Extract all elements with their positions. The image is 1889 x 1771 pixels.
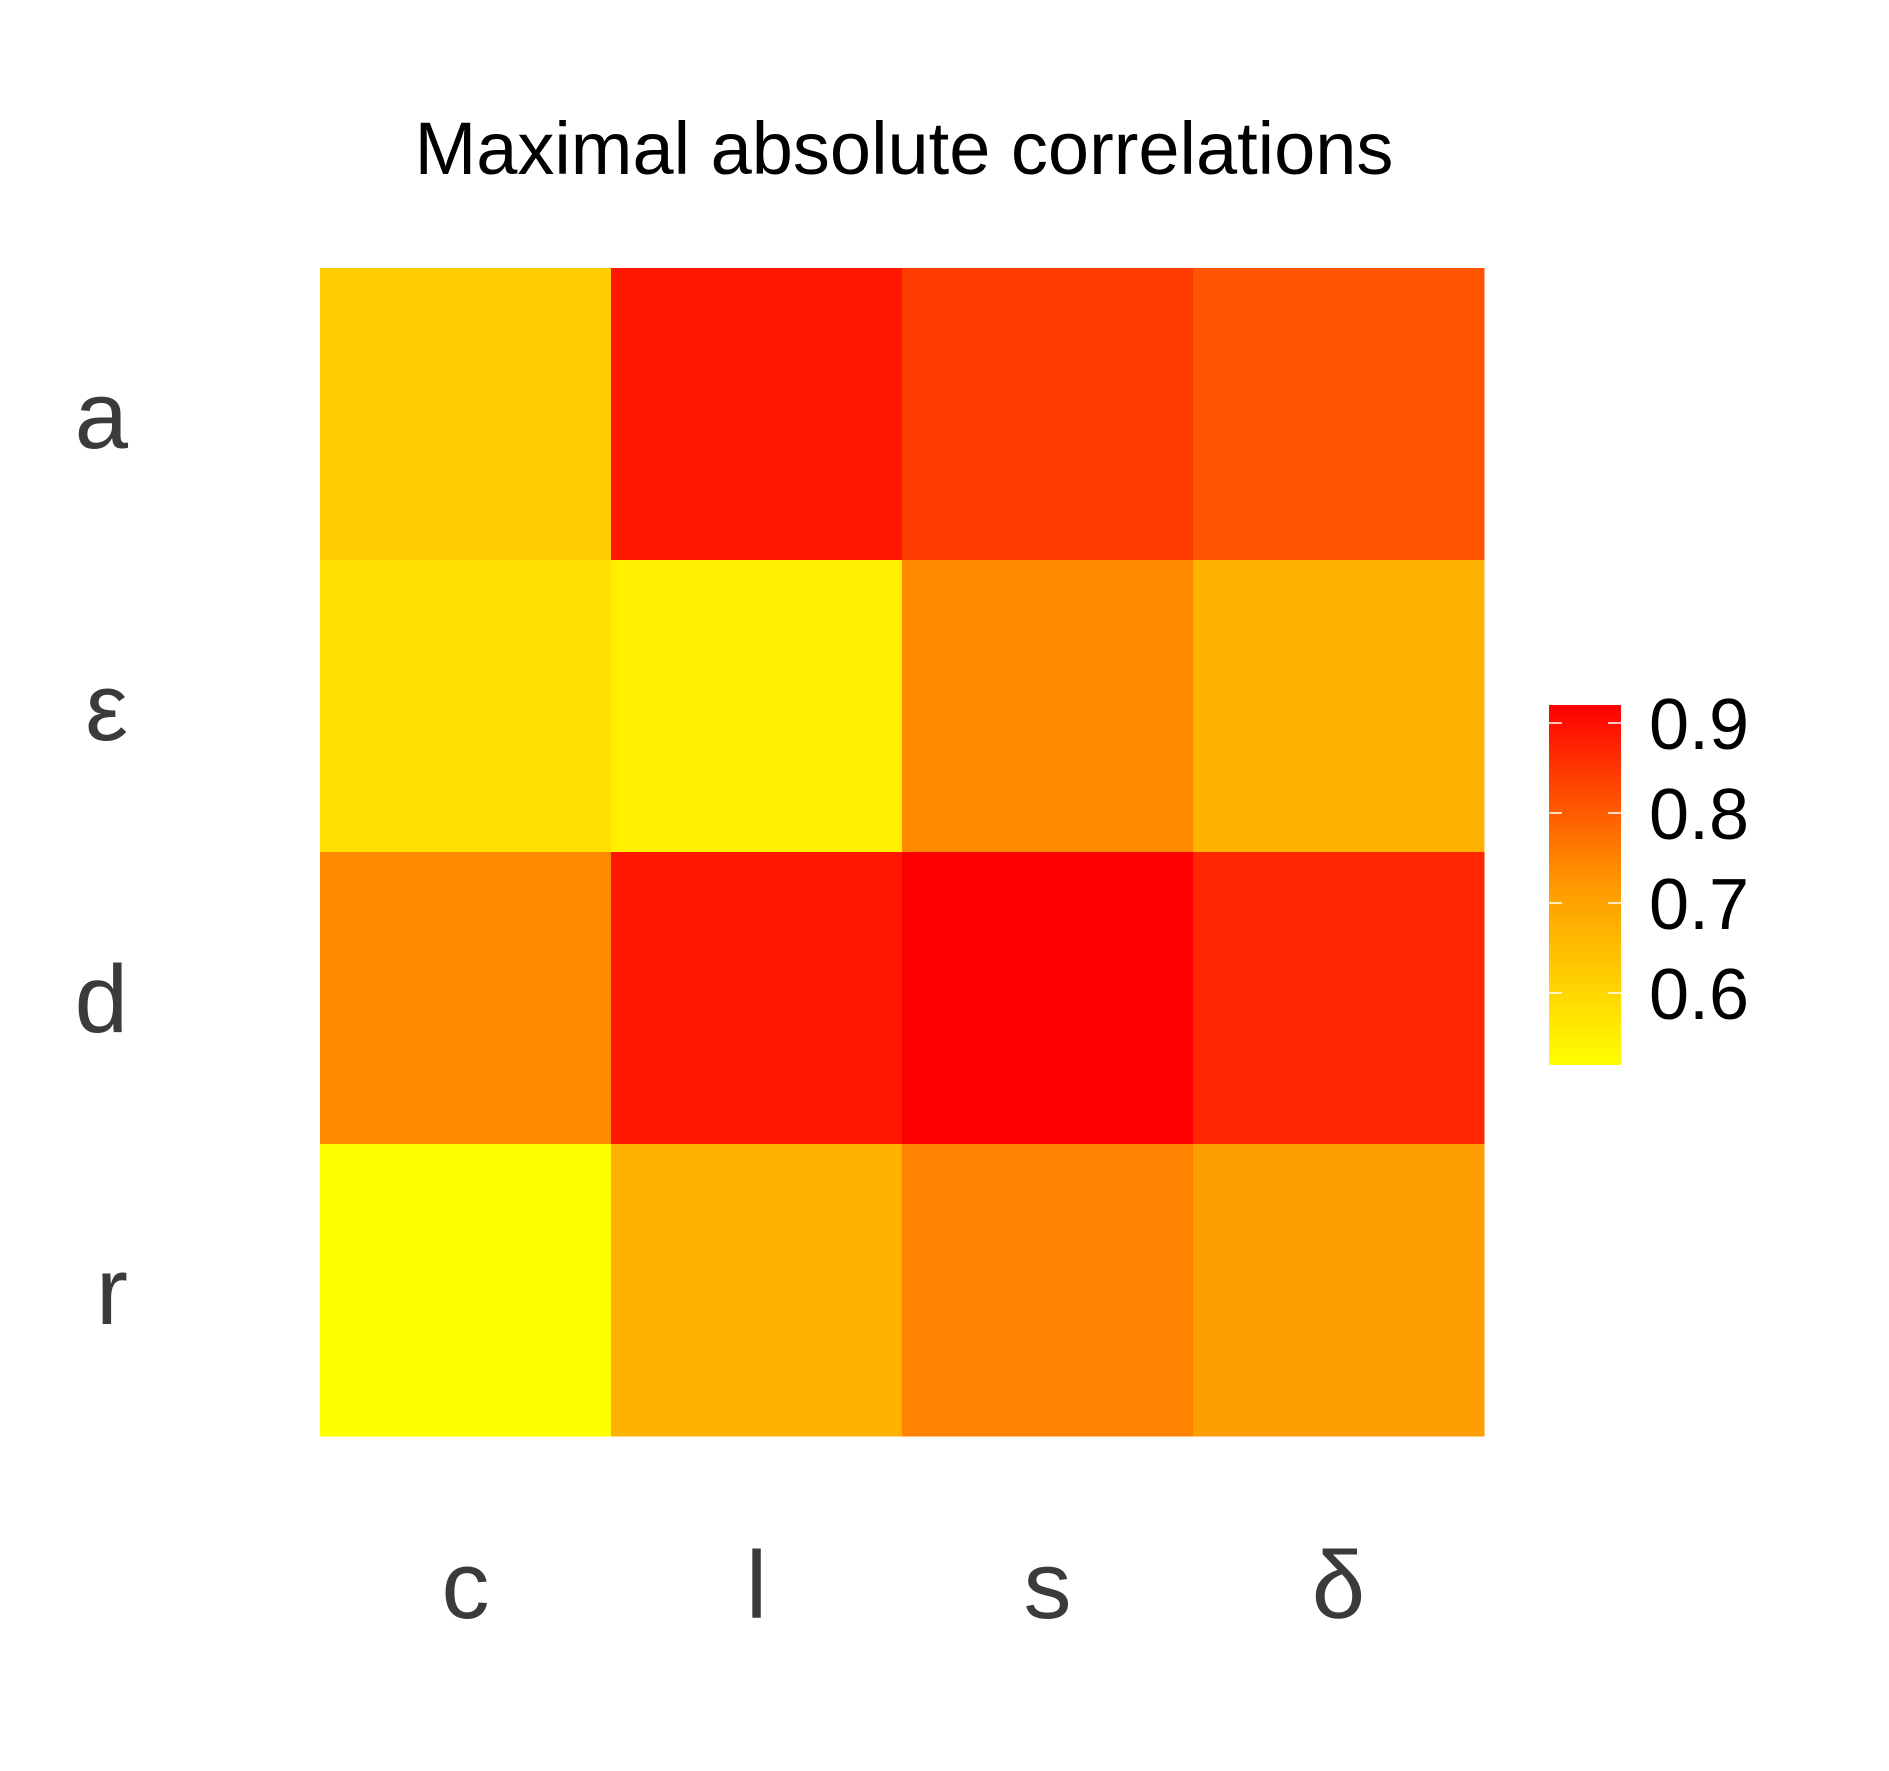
- heatmap-cells: [320, 268, 1485, 1437]
- y-axis-tick-labels: a ε d r: [75, 362, 129, 1345]
- heatmap-cell-ε-δ: [1193, 560, 1485, 853]
- heatmap-cell-r-s: [902, 1144, 1194, 1437]
- heatmap-cell-a-δ: [1193, 268, 1485, 561]
- colorbar-tick-label: 0.9: [1649, 685, 1749, 765]
- heatmap-cell-ε-l: [611, 560, 903, 853]
- colorbar-tick-label: 0.7: [1649, 865, 1749, 945]
- colorbar-tick-label: 0.8: [1649, 775, 1749, 855]
- heatmap-cell-a-l: [611, 268, 903, 561]
- heatmap-cell-r-l: [611, 1144, 903, 1437]
- chart-title: Maximal absolute correlations: [415, 107, 1394, 190]
- y-tick-label: d: [75, 946, 128, 1053]
- x-tick-label: s: [1024, 1532, 1072, 1639]
- heatmap-cell-r-c: [320, 1144, 612, 1437]
- colorbar: [1549, 705, 1621, 1065]
- heatmap-cell-d-l: [611, 852, 903, 1145]
- colorbar-ticks: 0.6 0.7 0.8 0.9: [1549, 685, 1749, 1035]
- colorbar-tick-label: 0.6: [1649, 955, 1749, 1035]
- y-tick-label: r: [96, 1238, 128, 1345]
- heatmap-cell-d-δ: [1193, 852, 1485, 1145]
- x-tick-label: c: [442, 1532, 490, 1639]
- heatmap-cell-d-c: [320, 852, 612, 1145]
- x-tick-label: δ: [1312, 1532, 1365, 1639]
- colorbar-legend: 0.6 0.7 0.8 0.9: [1549, 685, 1749, 1065]
- y-tick-label: ε: [85, 654, 128, 761]
- heatmap-cell-ε-s: [902, 560, 1194, 853]
- y-tick-label: a: [75, 362, 129, 469]
- heatmap-cell-a-s: [902, 268, 1194, 561]
- heatmap-cell-d-s: [902, 852, 1194, 1145]
- heatmap-cell-r-δ: [1193, 1144, 1485, 1437]
- heatmap-cell-a-c: [320, 268, 612, 561]
- x-tick-label: l: [746, 1532, 767, 1639]
- heatmap-cell-ε-c: [320, 560, 612, 853]
